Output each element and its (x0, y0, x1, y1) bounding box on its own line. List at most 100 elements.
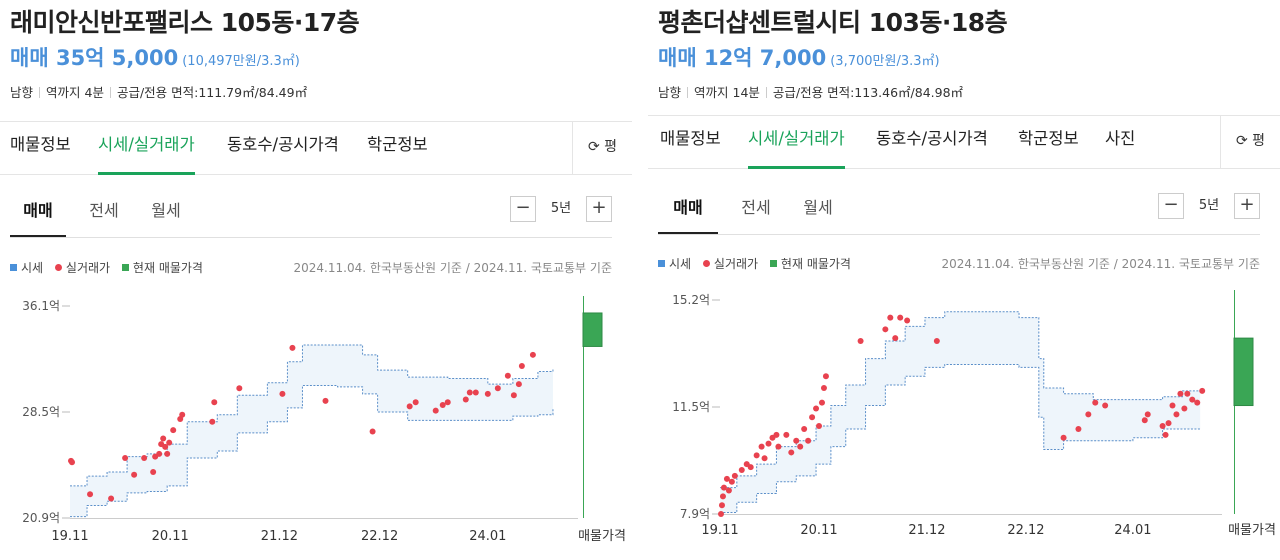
trade-point (761, 455, 768, 462)
direction-info: 남향 (658, 85, 682, 100)
trade-point (1189, 396, 1196, 403)
trade-point (725, 487, 732, 494)
trade-point (773, 431, 780, 438)
legend-trade-label: 실거래가 (65, 261, 111, 275)
price-band-upper-line (720, 311, 1201, 489)
y-tick-label: 15.2억 (672, 293, 710, 307)
x-tick-label: 22.12 (1007, 523, 1044, 538)
trade-point (738, 467, 745, 474)
subtab-monthly[interactable]: 월세 (803, 198, 833, 217)
x-tick-label: 24.01 (469, 529, 506, 544)
listing-title: 래미안신반포팰리스 105동·17층 (10, 8, 360, 37)
pyeong-toggle-button[interactable]: ⟳ 평 (1220, 116, 1280, 169)
trade-point (164, 450, 171, 457)
divider (109, 87, 111, 98)
price-band-lower-line (720, 363, 1201, 514)
refresh-icon: ⟳ (587, 139, 600, 155)
dot-icon (54, 264, 62, 271)
period-label: 5년 (1198, 198, 1220, 213)
listing-info: 남향 역까지 4분 공급/전용 면적:111.79㎡/84.49㎡ (10, 82, 307, 101)
period-increase-button[interactable]: + (586, 196, 612, 222)
trade-point (1173, 411, 1180, 418)
area-info: 공급/전용 면적:113.46㎡/84.98㎡ (772, 85, 964, 100)
tab-price-trades[interactable]: 시세/실거래가 (748, 116, 845, 169)
sale-price: 매매 35억 5,000 (10, 46, 179, 70)
period-decrease-button[interactable]: − (510, 196, 536, 222)
trade-point (718, 502, 725, 509)
chart-legend: 시세 실거래가 현재 매물가격 2024.11.04. 한국부동산원 기준 / … (10, 259, 612, 277)
legend-trade: 실거래가 (702, 255, 758, 272)
deal-type-tabs: 매매 전세 월세 − 5년 + (658, 193, 1260, 235)
trade-point (887, 314, 894, 321)
trade-point (236, 385, 243, 392)
trade-point (69, 459, 76, 466)
period-increase-button[interactable]: + (1234, 193, 1260, 219)
divider (765, 87, 767, 98)
subtab-sale[interactable]: 매매 (10, 196, 66, 237)
subtab-sale[interactable]: 매매 (658, 193, 718, 234)
square-icon (121, 264, 129, 271)
tab-unit-public-price[interactable]: 동호수/공시가격 (876, 129, 988, 148)
tab-unit-public-price[interactable]: 동호수/공시가격 (227, 135, 339, 154)
trade-point (1162, 431, 1169, 438)
trade-point (122, 455, 129, 462)
tab-school-info[interactable]: 학군정보 (367, 135, 428, 154)
price-chart-left: 36.1억 28.5억 20.9억 19.11 20.11 21.12 22.12 24.01… (0, 290, 632, 560)
listing-panel-left: 래미안신반포팰리스 105동·17층 매매 35억 5,000 (10,497만원… (0, 0, 632, 560)
legend-price: 시세 (658, 255, 691, 272)
tab-school-info[interactable]: 학군정보 (1018, 129, 1079, 148)
legend-trade: 실거래가 (54, 259, 111, 276)
trade-point (765, 440, 772, 447)
trade-point (510, 392, 517, 399)
trade-point (1181, 405, 1188, 412)
listing-panel-right: 평촌더샵센트럴시티 103동·18층 매매 12억 7,000 (3,700만원/… (648, 0, 1280, 560)
subtab-jeonse[interactable]: 전세 (89, 201, 119, 220)
trade-point (720, 484, 727, 491)
listing-axis-label: 매물가격 (1228, 523, 1276, 538)
tab-photos[interactable]: 사진 (1105, 129, 1136, 148)
trade-point (728, 478, 735, 485)
tab-listing-info[interactable]: 매물정보 (10, 135, 71, 154)
trade-point (412, 399, 419, 406)
trade-point (160, 435, 167, 442)
divider (687, 87, 689, 98)
y-tick-label: 7.9억 (680, 507, 710, 521)
listing-info: 남향 역까지 14분 공급/전용 면적:113.46㎡/84.98㎡ (658, 82, 963, 101)
trade-point (1141, 417, 1148, 424)
trade-point (719, 493, 726, 500)
pyeong-label: 평 (1252, 133, 1266, 149)
square-icon (10, 264, 17, 271)
listing-title: 평촌더샵센트럴시티 103동·18층 (658, 8, 1008, 37)
trade-point (439, 402, 446, 409)
sale-price: 매매 12억 7,000 (658, 46, 827, 70)
trade-point (857, 338, 864, 345)
trade-point (747, 464, 754, 471)
trade-point (444, 399, 451, 406)
trade-point (1159, 423, 1166, 430)
trade-point (783, 431, 790, 438)
trade-point (723, 475, 730, 482)
subtab-jeonse[interactable]: 전세 (741, 198, 771, 217)
trade-point (904, 317, 911, 324)
trade-point (131, 471, 138, 478)
legend-price-label: 시세 (21, 261, 44, 275)
period-decrease-button[interactable]: − (1158, 193, 1184, 219)
trade-point (170, 427, 177, 434)
trade-point (466, 389, 473, 396)
tab-listing-info[interactable]: 매물정보 (660, 129, 721, 148)
trade-point (805, 437, 812, 444)
tab-price-trades[interactable]: 시세/실거래가 (98, 122, 195, 175)
x-tick-label: 19.11 (51, 529, 88, 544)
trade-point (1144, 411, 1151, 418)
trade-point (820, 384, 827, 391)
legend-price: 시세 (10, 259, 43, 276)
trade-point (1184, 390, 1191, 397)
direction-info: 남향 (10, 85, 34, 100)
period-stepper: − 5년 + (510, 196, 612, 224)
legend-listing-label: 현재 매물가격 (132, 261, 203, 275)
pyeong-toggle-button[interactable]: ⟳ 평 (572, 122, 632, 175)
trade-point (897, 314, 904, 321)
x-tick-label: 20.11 (800, 523, 837, 538)
subtab-monthly[interactable]: 월세 (151, 201, 181, 220)
trade-point (816, 423, 823, 430)
